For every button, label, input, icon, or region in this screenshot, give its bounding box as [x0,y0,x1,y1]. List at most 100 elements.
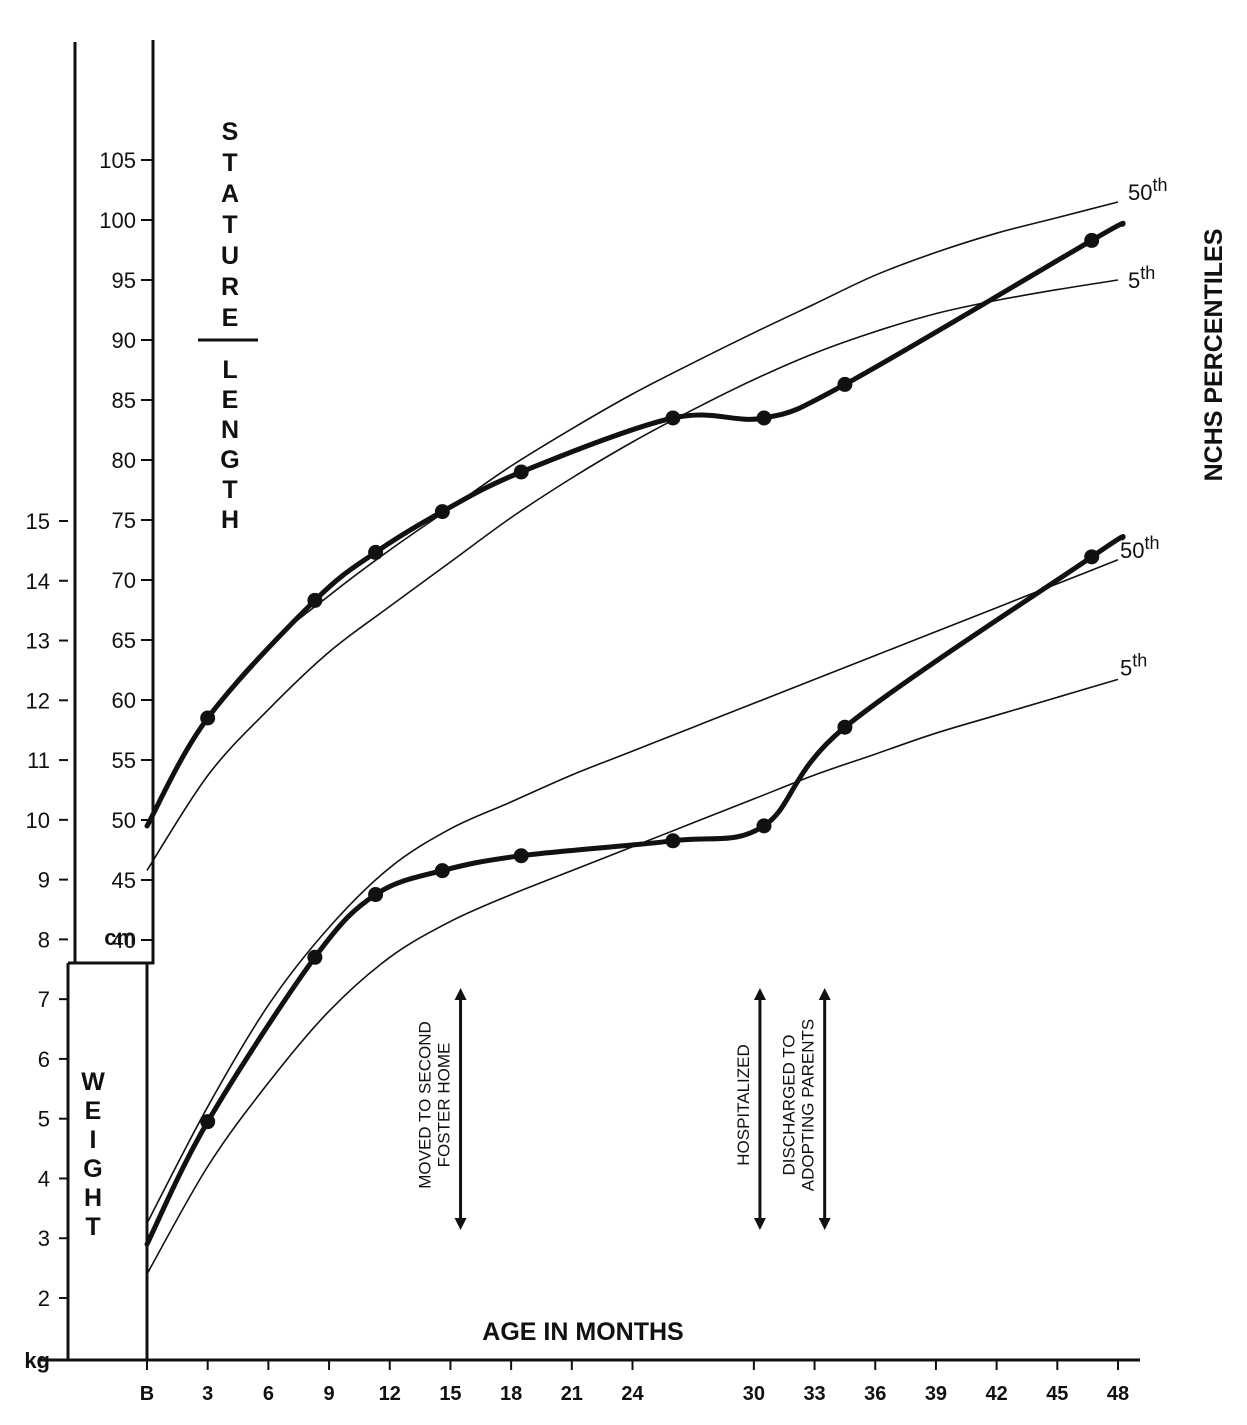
x-tick-label: 18 [500,1383,522,1405]
weight-tick-label: 11 [27,748,50,773]
stature-patient-point [307,592,323,608]
stature-patient-point [665,410,681,426]
weight-tick-label: 5 [38,1107,50,1132]
weight-title-letter: I [90,1126,97,1154]
event-arrow-head-up [454,988,467,1000]
stature-tick-label: 45 [112,868,136,893]
length-title-letter: G [220,446,239,474]
stature-tick-label: 90 [112,328,136,353]
x-tick-label: 9 [324,1383,335,1405]
stature-patient-point [1084,232,1100,248]
event-label-line: DISCHARGED TO [780,1034,799,1175]
weight-unit-label: kg [24,1348,50,1373]
stature-title-letter: E [222,304,239,332]
weight-tick-label: 13 [26,629,50,654]
stature-patient-point [200,710,216,726]
stature-tick-label: 55 [112,748,136,773]
weight-tick-label: 8 [38,927,50,952]
x-tick-label: 48 [1107,1383,1129,1405]
weight-patient-point [368,887,384,903]
stature-title-letter: T [222,211,237,239]
event-annotation: DISCHARGED TO ADOPTING PARENTS [780,988,831,1230]
x-tick-label: 45 [1046,1383,1068,1405]
stature-pct-5-curve [146,279,1119,871]
x-tick-label: 39 [925,1383,947,1405]
stature-title-letter: S [222,118,239,146]
frame-y-axis-line [145,40,155,1360]
weight-tick-label: 7 [38,987,50,1012]
weight-tick-label: 6 [38,1047,50,1072]
stature-tick-label: 80 [112,448,136,473]
weight-pct-5-curve [146,678,1119,1275]
stature-pct-50-curve [146,201,1119,827]
weight-tick-label: 12 [26,688,50,713]
chart-labels: AGE IN MONTHS NCHS PERCENTILES STATURELE… [81,118,1228,1346]
event-arrow-head-up [818,988,831,1000]
weight-tick-label: 10 [26,808,50,833]
event-arrow-head-up [753,988,766,1000]
event-arrow-head-down [818,1218,831,1230]
weight-pct-50-curve [146,559,1119,1224]
stature-pct-50-label: 50th [1128,175,1168,205]
x-axis: B 3 6 9 12 15 18 21 24 30 33 36 39 42 45 48 [140,1360,1129,1405]
event-annotation: MOVED TO SECOND FOSTER HOME [416,988,467,1230]
x-tick-label: 24 [621,1383,644,1405]
x-axis-title: AGE IN MONTHS [482,1318,683,1346]
stature-tick-label: 105 [99,148,136,173]
event-arrow-head-down [753,1218,766,1230]
event-annotations: MOVED TO SECOND FOSTER HOME HOSPITALIZED DI… [416,988,831,1230]
x-tick-label: 3 [202,1383,213,1405]
weight-tick-label: 3 [38,1226,50,1251]
x-tick-label: 12 [379,1383,401,1405]
x-tick-label: 21 [561,1383,583,1405]
weight-patient-point [200,1114,216,1130]
percentile-curves: 50th 5th 50th 5th [146,175,1168,1275]
weight-pct-5-label: 5th [1120,650,1147,680]
weight-patient-curve [144,534,1126,1247]
stature-tick-label: 65 [112,628,136,653]
length-title-letter: L [222,356,237,384]
stature-title-letter: R [221,273,239,301]
weight-title-letter: H [84,1184,102,1212]
stature-tick-label: 60 [112,688,136,713]
stature-tick-label: 50 [112,808,136,833]
length-title-letter: N [221,416,239,444]
x-tick-label: 30 [743,1383,765,1405]
event-annotation: HOSPITALIZED [734,988,766,1230]
stature-tick-label: 75 [112,508,136,533]
x-tick-label: 6 [263,1383,274,1405]
length-title-letter: H [221,506,239,534]
stature-axis: 40 45 50 55 60 65 70 75 80 85 90 95 100 105 cm [99,148,153,953]
stature-title-letter: A [221,180,239,208]
x-tick-label: 33 [803,1383,825,1405]
weight-title-letter: E [85,1097,102,1125]
event-label-line: HOSPITALIZED [734,1044,753,1166]
stature-patient-point [513,464,529,480]
stature-tick-label: 85 [112,388,136,413]
event-label-line: FOSTER HOME [435,1043,454,1168]
weight-tick-label: 4 [38,1166,50,1191]
weight-patient-point [513,848,529,864]
weight-patient-point [837,719,853,735]
weight-patient-point [307,949,323,965]
x-tick-label: 42 [986,1383,1008,1405]
stature-patient-point [837,376,853,392]
stature-tick-label: 40 [112,928,136,953]
weight-tick-label: 9 [38,868,50,893]
weight-title-letter: T [85,1213,100,1241]
chart-frame [40,40,1140,1362]
weight-pct-50-label: 50th [1120,533,1160,563]
length-title-letter: T [222,476,237,504]
length-title-letter: E [222,386,239,414]
patient-curves [144,220,1126,1247]
x-tick-label: B [140,1383,154,1405]
weight-tick-label: 2 [38,1286,50,1311]
stature-unit-label: cm [104,925,136,950]
stature-patient-point [368,544,384,560]
event-arrow-head-down [454,1218,467,1230]
weight-title-letter: W [81,1068,105,1096]
weight-axis: 2 3 4 5 6 7 8 9 10 11 12 13 14 15 kg [24,509,68,1373]
stature-patient-point [756,410,772,426]
weight-patient-point [756,818,772,834]
stature-patient-point [434,504,450,520]
